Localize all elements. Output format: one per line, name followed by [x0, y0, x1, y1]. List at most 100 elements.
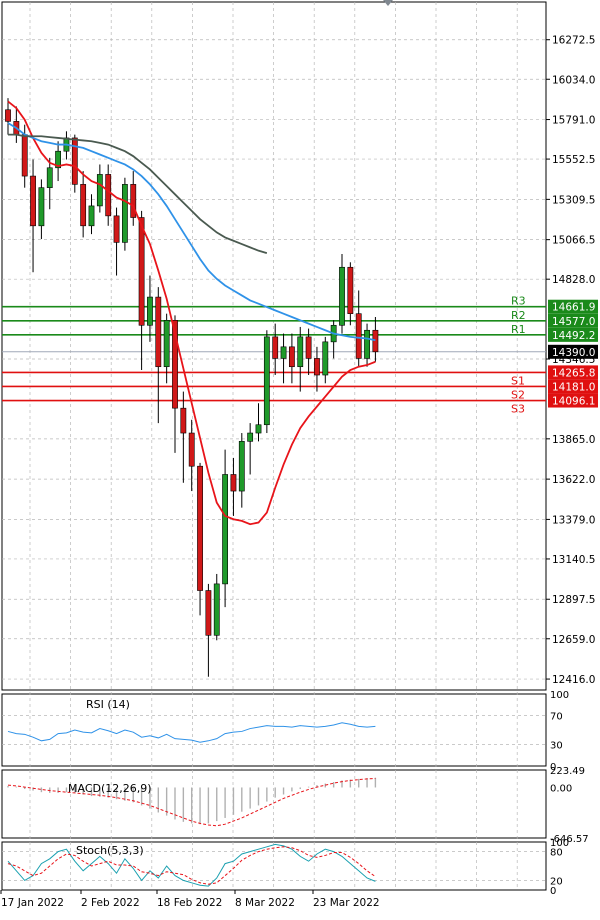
bearish-candle: [105, 174, 112, 217]
bearish-candle: [188, 432, 195, 467]
bearish-candle: [180, 407, 187, 434]
panel-frame: [1, 769, 547, 839]
price-tick-label: 14828.0: [552, 274, 595, 286]
level-price-s2: 14181.0: [552, 381, 595, 393]
bullish-candle: [46, 167, 53, 188]
bullish-candle: [147, 296, 153, 326]
bullish-candle: [88, 205, 95, 227]
macd-label: MACD(12,26,9): [68, 782, 152, 795]
rsi-tick-label: 70: [550, 712, 563, 723]
bearish-candle: [80, 184, 87, 227]
macd-tick-label: 0.00: [550, 783, 572, 794]
stoch-label: Stoch(5,3,3): [76, 844, 144, 857]
price-tick-label: 15309.5: [552, 194, 595, 206]
bullish-candle: [163, 320, 170, 368]
level-price-s3: 14096.1: [552, 396, 595, 408]
stoch-k-line: [7, 843, 376, 887]
bearish-candle: [113, 215, 120, 243]
date-tick-label: 18 Feb 2022: [157, 897, 222, 909]
date-tick-label: 23 Mar 2022: [313, 897, 380, 909]
bearish-candle: [355, 313, 362, 359]
current-price-badge: [548, 344, 598, 359]
level-name-s1: S1: [511, 374, 525, 387]
macd-signal-line: [7, 777, 376, 827]
level-price-r3: 14661.9: [552, 302, 595, 314]
bullish-candle: [122, 184, 128, 243]
bearish-candle: [305, 336, 312, 359]
level-name-s2: S2: [511, 388, 525, 401]
bearish-candle: [71, 137, 78, 185]
date-tick-label: 2 Feb 2022: [81, 897, 140, 909]
price-tick-label: 16034.0: [552, 74, 595, 86]
price-tick-label: 13379.0: [552, 514, 595, 526]
level-badge-r2: [548, 313, 598, 328]
bullish-candle: [255, 424, 262, 434]
macd-tick-label: 223.49: [550, 766, 585, 777]
bearish-candle: [197, 465, 203, 591]
rsi-tick-label: 0: [550, 762, 556, 773]
level-badge-r3: [548, 299, 598, 314]
level-price-r2: 14577.0: [552, 316, 595, 328]
moving-average-line-3: [8, 133, 268, 255]
price-tick-label: 13622.0: [552, 474, 595, 486]
bullish-candle: [263, 336, 270, 426]
level-badge-s2: [548, 379, 598, 394]
bullish-candle: [339, 266, 345, 326]
level-name-r3: R3: [511, 295, 526, 308]
level-price-r1: 14492.2: [552, 330, 595, 342]
panel-frame: [1, 693, 547, 767]
price-tick-label: 16272.5: [552, 35, 595, 47]
rsi-line: [7, 722, 376, 743]
rsi-label: RSI (14): [86, 698, 130, 711]
price-tick-label: 12897.5: [552, 594, 595, 606]
price-tick-label: 12659.0: [552, 634, 595, 646]
price-tick-label: 12416.0: [552, 674, 595, 686]
current-price-label: 14390.0: [552, 347, 595, 359]
level-name-s3: S3: [511, 403, 525, 416]
bullish-candle: [247, 432, 254, 442]
stoch-tick-label: 20: [550, 876, 563, 887]
date-tick-label: 8 Mar 2022: [235, 897, 295, 909]
bullish-candle: [222, 474, 228, 585]
rsi-tick-label: 100: [550, 690, 569, 701]
moving-average-line-2: [7, 122, 376, 342]
bearish-candle: [5, 109, 11, 122]
bearish-candle: [205, 590, 212, 636]
bullish-candle: [55, 150, 61, 169]
price-tick-label: 15791.0: [552, 115, 595, 127]
date-tick-label: 17 Jan 2022: [1, 897, 64, 909]
panel-frame: [1, 1, 547, 691]
level-badge-r1: [548, 327, 598, 342]
bearish-candle: [138, 217, 145, 326]
price-tick-label: 13865.0: [552, 434, 595, 446]
bullish-candle: [364, 329, 370, 359]
bearish-candle: [347, 266, 354, 314]
bearish-candle: [372, 329, 379, 353]
bearish-candle: [230, 474, 237, 492]
bullish-candle: [280, 346, 287, 359]
stoch-tick-label: 0: [550, 886, 556, 897]
bearish-candle: [272, 336, 279, 359]
level-badge-s1: [548, 365, 598, 380]
stoch-d-line: [7, 846, 376, 885]
stoch-tick-label: 100: [550, 838, 569, 849]
bullish-candle: [322, 341, 329, 376]
price-tick-label: 15066.5: [552, 235, 595, 247]
level-price-s1: 14265.8: [552, 367, 595, 379]
bearish-candle: [30, 175, 36, 227]
bearish-candle: [288, 346, 295, 368]
bullish-candle: [96, 174, 103, 207]
bullish-candle: [297, 336, 304, 368]
bearish-candle: [155, 296, 162, 368]
bullish-candle: [38, 187, 45, 227]
bullish-candle: [213, 583, 220, 636]
price-tick-label: 13140.5: [552, 554, 595, 566]
level-name-r2: R2: [511, 309, 526, 322]
bearish-candle: [172, 320, 178, 409]
price-tick-label: 15552.5: [552, 154, 595, 166]
bearish-candle: [314, 358, 320, 376]
stoch-tick-label: 80: [550, 848, 563, 859]
top-marker-triangle: [383, 0, 393, 6]
